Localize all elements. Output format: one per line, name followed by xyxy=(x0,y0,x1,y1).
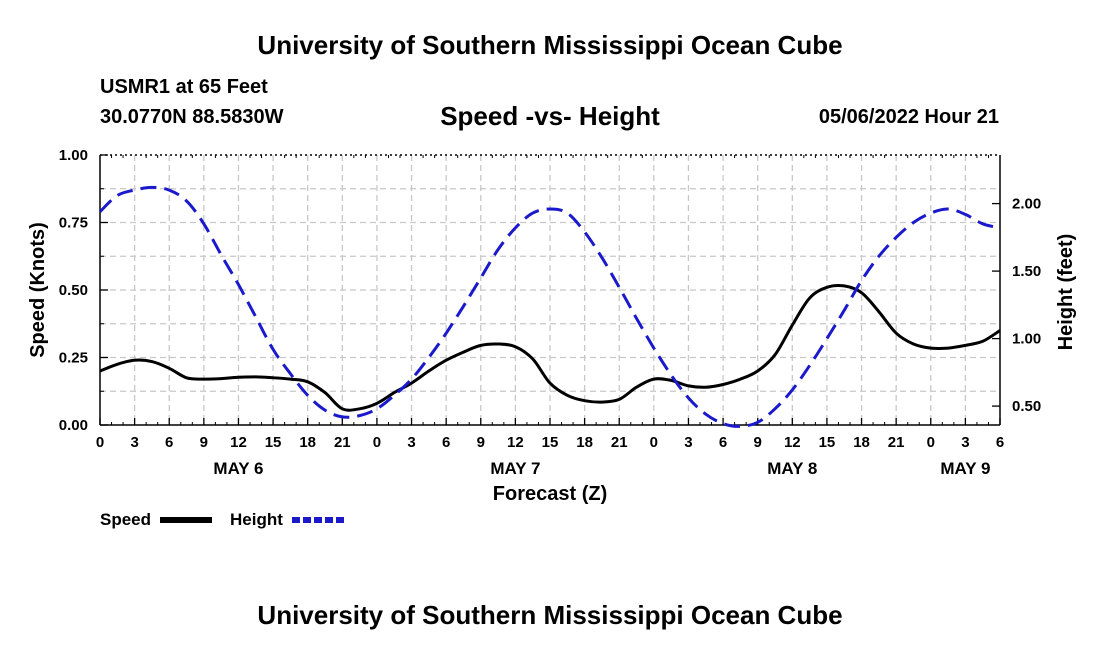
x-tick-label: 15 xyxy=(542,434,559,451)
y2-tick-label: 0.50 xyxy=(1012,398,1041,415)
x-tick-label: 18 xyxy=(576,434,593,451)
legend-speed-label: Speed xyxy=(100,510,152,529)
x-tick-label: 15 xyxy=(265,434,282,451)
label-layer: 0 3 6 9 12 15 18 21 0 3 6 9 12 15 18 21 0 3 6 9 12 15 18 21 0 3 6M… xyxy=(27,147,1077,523)
day-label: MAY 9 xyxy=(940,459,990,478)
x-tick-label: 3 xyxy=(961,434,969,451)
x-tick-label: 6 xyxy=(442,434,450,451)
x-tick-label: 12 xyxy=(784,434,801,451)
footer-title: University of Southern Mississippi Ocean… xyxy=(257,600,843,630)
station-label: USMR1 at 65 Feet xyxy=(100,76,268,98)
x-tick-label: 6 xyxy=(996,434,1004,451)
series-layer xyxy=(98,185,1001,428)
coordinates-label: 30.0770N 88.5830W xyxy=(100,106,284,128)
legend-height: Height xyxy=(230,510,283,530)
y-tick-label: 0.75 xyxy=(59,215,88,232)
y-tick-label: 0.25 xyxy=(59,350,88,367)
x-tick-label: 12 xyxy=(230,434,247,451)
x-tick-label: 9 xyxy=(200,434,208,451)
series-line-height xyxy=(98,185,1001,428)
x-tick-label: 0 xyxy=(927,434,935,451)
y2-tick-label: 2.00 xyxy=(1012,196,1041,213)
x-tick-label: 6 xyxy=(165,434,173,451)
chart-subtitle: Speed -vs- Height xyxy=(440,101,660,131)
x-tick-label: 15 xyxy=(819,434,836,451)
x-tick-label: 21 xyxy=(611,434,628,451)
y2-axis-title: Height (feet) xyxy=(1055,234,1077,351)
y2-tick-label: 1.50 xyxy=(1012,263,1041,280)
day-label: MAY 8 xyxy=(767,459,817,478)
main-title: University of Southern Mississippi Ocean… xyxy=(257,30,843,60)
series-line-speed xyxy=(99,283,1001,412)
x-tick-label: 3 xyxy=(684,434,692,451)
legend-speed: Speed xyxy=(100,510,151,530)
x-tick-label: 18 xyxy=(299,434,316,451)
x-tick-label: 21 xyxy=(334,434,351,451)
x-axis-title: Forecast (Z) xyxy=(493,483,607,505)
x-tick-label: 21 xyxy=(888,434,905,451)
y-tick-label: 1.00 xyxy=(59,147,88,164)
y2-tick-label: 1.00 xyxy=(1012,331,1041,348)
x-tick-label: 3 xyxy=(407,434,415,451)
x-tick-label: 3 xyxy=(130,434,138,451)
x-tick-label: 0 xyxy=(96,434,104,451)
x-tick-label: 18 xyxy=(853,434,870,451)
x-tick-label: 0 xyxy=(650,434,658,451)
y-tick-label: 0.50 xyxy=(59,282,88,299)
x-tick-label: 9 xyxy=(477,434,485,451)
y-tick-label: 0.00 xyxy=(59,417,88,434)
day-label: MAY 7 xyxy=(490,459,540,478)
x-tick-label: 12 xyxy=(507,434,524,451)
x-tick-label: 6 xyxy=(719,434,727,451)
axes-layer xyxy=(99,154,1001,426)
y-axis-title: Speed (Knots) xyxy=(27,222,49,358)
day-label: MAY 6 xyxy=(213,459,263,478)
x-tick-label: 9 xyxy=(754,434,762,451)
forecast-datetime: 05/06/2022 Hour 21 xyxy=(818,106,999,128)
legend-height-label: Height xyxy=(230,510,283,529)
x-tick-label: 0 xyxy=(373,434,381,451)
